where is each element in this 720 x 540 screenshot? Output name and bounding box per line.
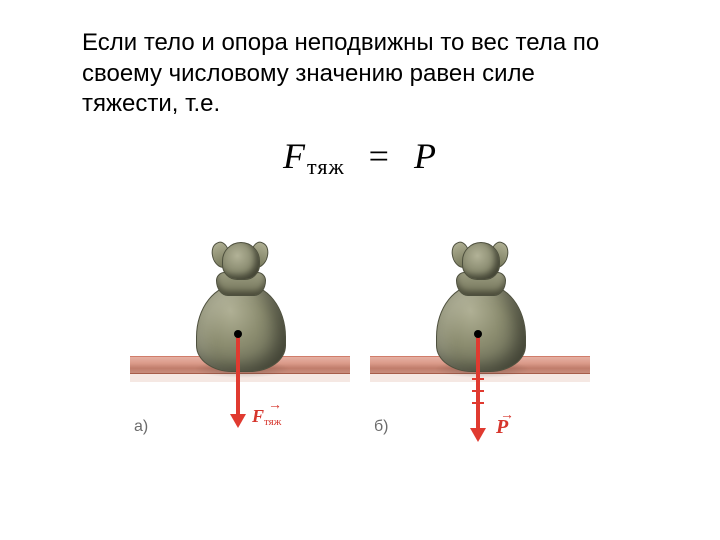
- vector-label-Ftyazh: → Fтяж: [252, 406, 296, 428]
- center-of-mass-dot: [474, 330, 482, 338]
- formula-rhs: P: [414, 136, 437, 176]
- arrow-tick: [472, 378, 484, 380]
- sack-icon: [434, 242, 526, 374]
- formula-lhs-var: F: [283, 136, 306, 176]
- force-arrow-head: [230, 414, 246, 428]
- panel-label-b: б): [374, 418, 389, 436]
- arrow-tick: [472, 402, 484, 404]
- weight-arrow-head: [470, 428, 486, 442]
- vector-sub: тяж: [264, 416, 281, 428]
- panel-a: → Fтяж а): [130, 220, 350, 460]
- vector-label-P: → P: [496, 416, 516, 439]
- panel-b: → P б): [370, 220, 590, 460]
- formula-operator: =: [369, 136, 390, 176]
- slide: Если тело и опора неподвижны то вес тела…: [0, 0, 720, 540]
- weight-arrow-shaft: [476, 334, 480, 430]
- sack-icon: [194, 242, 286, 374]
- center-of-mass-dot: [234, 330, 242, 338]
- force-arrow-shaft: [236, 334, 240, 416]
- paragraph: Если тело и опора неподвижны то вес тела…: [82, 28, 612, 120]
- panel-label-a: а): [134, 418, 148, 436]
- formula: Fтяж = P: [0, 135, 720, 180]
- figure-group: → Fтяж а) →: [130, 220, 590, 460]
- arrow-tick: [472, 390, 484, 392]
- formula-lhs-sub: тяж: [307, 154, 345, 179]
